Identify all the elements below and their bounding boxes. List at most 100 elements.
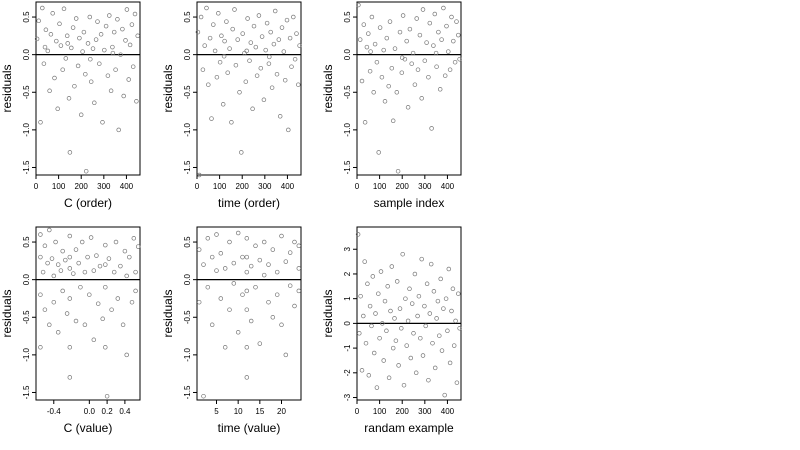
data-point xyxy=(389,65,395,71)
x-tick-label: 100 xyxy=(213,182,227,191)
data-point xyxy=(401,382,407,388)
data-point xyxy=(248,263,254,269)
data-point xyxy=(368,49,373,54)
data-point xyxy=(97,263,103,269)
data-point xyxy=(373,311,378,316)
data-point xyxy=(230,26,235,32)
data-point xyxy=(58,268,64,273)
data-point xyxy=(361,22,367,27)
data-point xyxy=(64,311,70,316)
data-point xyxy=(456,32,461,38)
data-point xyxy=(63,257,68,263)
data-point xyxy=(296,243,302,249)
data-point xyxy=(287,283,293,288)
data-point xyxy=(434,64,439,69)
x-tick-label: 0 xyxy=(355,407,360,416)
y-tick-label: 0.5 xyxy=(183,236,192,248)
data-point xyxy=(48,32,54,37)
data-point xyxy=(41,61,47,66)
scatter-panel-2: 0 100 200 300 400 -1.5 -1.0 -0.5 0.0 0.5 time (ord… xyxy=(161,1,302,210)
data-point xyxy=(40,269,46,275)
x-axis-label: C (order) xyxy=(64,196,112,210)
data-point xyxy=(407,26,413,32)
data-point xyxy=(55,106,60,112)
data-point xyxy=(429,126,434,131)
data-point xyxy=(98,32,104,37)
data-point xyxy=(431,43,436,48)
data-point xyxy=(198,14,204,20)
data-point xyxy=(385,284,390,289)
data-point xyxy=(227,307,232,312)
scatter-panel-6: 0 100 200 300 400 -3 -2 -1 0 1 2 3 randam example res… xyxy=(321,226,462,435)
data-point xyxy=(386,83,391,89)
y-tick-label: -1.5 xyxy=(22,160,31,174)
data-point xyxy=(257,257,263,263)
data-point xyxy=(231,260,237,266)
x-tick-label: 100 xyxy=(373,182,387,191)
data-point xyxy=(67,345,73,350)
data-point xyxy=(382,298,388,304)
data-point xyxy=(356,2,361,8)
y-axis-label: residuals xyxy=(0,289,14,337)
data-point xyxy=(95,19,100,24)
data-point xyxy=(244,254,250,260)
data-point xyxy=(380,321,385,326)
x-tick-label: 300 xyxy=(418,182,432,191)
data-points xyxy=(355,232,462,398)
data-point xyxy=(78,284,83,290)
data-point xyxy=(415,67,421,72)
data-point xyxy=(244,345,250,350)
data-point xyxy=(384,35,390,41)
data-point xyxy=(381,358,386,363)
data-point xyxy=(442,392,447,398)
data-point xyxy=(362,120,368,125)
x-tick-label: 100 xyxy=(52,182,66,191)
data-point xyxy=(51,299,57,305)
data-point xyxy=(42,44,48,50)
data-point xyxy=(382,99,388,104)
data-point xyxy=(45,260,50,266)
data-point xyxy=(36,18,41,24)
y-tick-label: 0.5 xyxy=(343,11,352,23)
data-point xyxy=(415,313,420,319)
data-point xyxy=(248,40,254,45)
data-point xyxy=(419,96,424,101)
data-point xyxy=(367,68,373,74)
data-point xyxy=(395,168,401,174)
x-axis-label: C (value) xyxy=(64,421,113,435)
data-point xyxy=(244,375,250,380)
data-point xyxy=(247,58,252,63)
data-point xyxy=(412,82,418,87)
data-point xyxy=(221,53,227,59)
data-point xyxy=(67,296,73,301)
data-point xyxy=(363,340,369,346)
y-tick-label: 2 xyxy=(343,271,352,276)
data-point xyxy=(409,61,414,66)
data-point xyxy=(287,35,293,41)
data-point xyxy=(250,106,255,112)
data-point xyxy=(389,264,395,269)
data-point xyxy=(66,96,72,101)
data-point xyxy=(422,303,427,309)
data-point xyxy=(222,345,228,350)
data-point xyxy=(54,38,59,44)
data-point xyxy=(85,41,91,46)
data-point xyxy=(274,71,280,77)
plot-frame xyxy=(35,226,141,401)
data-point xyxy=(127,42,133,48)
data-point xyxy=(88,56,93,62)
data-point xyxy=(419,256,424,262)
data-point xyxy=(235,330,241,335)
data-point xyxy=(281,49,287,54)
data-point xyxy=(279,233,284,239)
data-point xyxy=(94,253,99,258)
data-point xyxy=(427,311,433,316)
data-point xyxy=(432,11,438,17)
data-point xyxy=(254,73,260,78)
x-tick-label: 0 xyxy=(195,182,200,191)
data-point xyxy=(52,75,57,81)
x-tick-label: 200 xyxy=(396,182,410,191)
data-point xyxy=(78,112,84,118)
data-point xyxy=(131,236,137,241)
